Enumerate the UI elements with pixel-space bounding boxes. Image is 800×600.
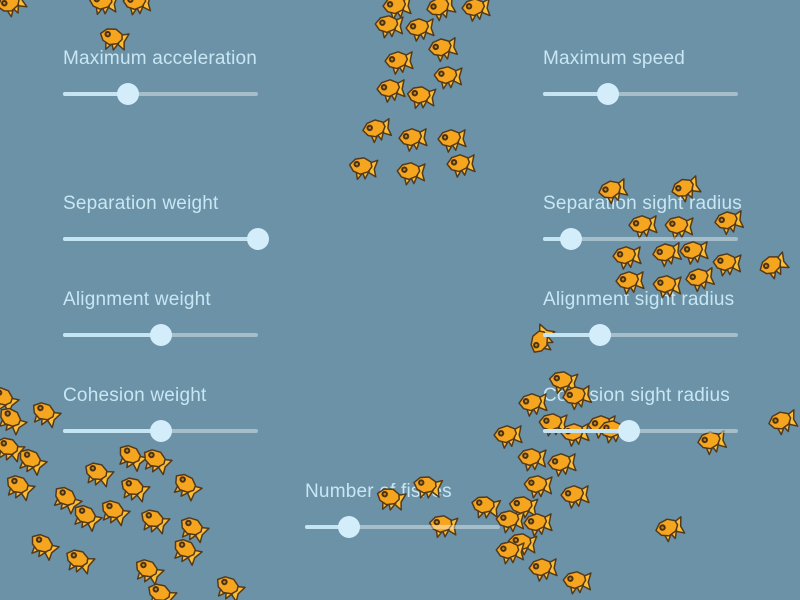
fish-icon: [596, 177, 630, 207]
fish-icon: [516, 446, 548, 474]
cohesion-sight-radius-slider[interactable]: [543, 420, 738, 442]
separation-sight-radius-slider-thumb[interactable]: [560, 228, 583, 250]
alignment-weight-slider[interactable]: [63, 324, 258, 346]
fish-icon: [547, 453, 577, 477]
fish-icon: [427, 36, 459, 64]
alignment-sight-radius-slider-track[interactable]: [543, 333, 738, 337]
number-of-fishes-slider-thumb[interactable]: [337, 516, 360, 538]
alignment-sight-radius-slider-fill: [543, 333, 600, 337]
fish-icon: [376, 79, 406, 103]
cohesion-sight-radius-slider-fill: [543, 429, 629, 433]
fish-icon: [653, 515, 687, 545]
fish-icon: [561, 384, 593, 412]
alignment-weight-label: Alignment weight: [63, 289, 211, 310]
separation-weight-slider-thumb[interactable]: [247, 228, 269, 250]
fish-icon: [461, 0, 491, 22]
fish-icon: [23, 528, 61, 566]
fish-icon: [561, 569, 593, 597]
fish-icon: [711, 251, 743, 279]
fish-icon: [78, 457, 116, 493]
separation-weight-label: Separation weight: [63, 193, 219, 214]
fish-icon: [395, 160, 427, 188]
separation-weight-slider[interactable]: [63, 228, 269, 250]
fish-icon: [494, 539, 526, 567]
fish-icon: [0, 0, 30, 21]
fish-icon: [409, 472, 445, 504]
fish-icon: [437, 129, 467, 153]
number-of-fishes-slider-fill: [305, 525, 349, 529]
cohesion-sight-radius-slider-thumb[interactable]: [617, 420, 640, 442]
fish-icon: [346, 154, 380, 184]
fish-icon: [136, 444, 174, 480]
maximum-speed-label: Maximum speed: [543, 48, 685, 69]
fish-icon: [372, 484, 408, 516]
fish-icon: [756, 251, 792, 283]
maximum-speed-slider-fill: [543, 92, 609, 96]
fish-icon: [373, 13, 405, 41]
maximum-acceleration-slider[interactable]: [63, 83, 258, 105]
alignment-sight-radius-slider-thumb[interactable]: [588, 324, 611, 346]
fish-icon: [404, 83, 438, 113]
fish-icon: [86, 0, 120, 19]
separation-sight-radius-slider-fill: [543, 237, 572, 241]
separation-sight-radius-slider-track[interactable]: [543, 237, 738, 241]
separation-weight-slider-fill: [63, 237, 258, 241]
maximum-acceleration-slider-thumb[interactable]: [117, 83, 140, 105]
maximum-acceleration-label: Maximum acceleration: [63, 48, 258, 69]
fish-icon: [684, 266, 716, 294]
maximum-speed-slider-thumb[interactable]: [597, 83, 620, 105]
fish-icon: [668, 174, 704, 206]
fish-icon: [398, 128, 428, 152]
fish-icon: [25, 397, 63, 433]
fish-icon: [209, 571, 247, 600]
fish-icon: [766, 408, 800, 438]
cohesion-sight-radius-slider-track[interactable]: [543, 429, 738, 433]
alignment-weight-slider-thumb[interactable]: [149, 324, 172, 346]
separation-sight-radius-slider[interactable]: [543, 228, 738, 250]
fish-icon: [361, 117, 393, 145]
fish-icon: [615, 271, 645, 295]
fish-icon: [166, 468, 204, 506]
maximum-acceleration-slider-track[interactable]: [63, 92, 258, 96]
number-of-fishes-slider[interactable]: [305, 516, 500, 538]
number-of-fishes-slider-track[interactable]: [305, 525, 500, 529]
maximum-acceleration-slider-fill: [63, 92, 129, 96]
fish-icon: [560, 485, 590, 509]
fish-icon: [384, 51, 414, 75]
cohesion-weight-slider[interactable]: [63, 420, 258, 442]
alignment-weight-slider-fill: [63, 333, 161, 337]
fish-icon: [528, 558, 558, 582]
alignment-sight-radius-label: Alignment sight radius: [543, 289, 735, 310]
cohesion-weight-slider-fill: [63, 429, 161, 433]
maximum-speed-slider[interactable]: [543, 83, 738, 105]
alignment-sight-radius-slider[interactable]: [543, 324, 738, 346]
fish-icon: [95, 24, 131, 56]
cohesion-weight-label: Cohesion weight: [63, 385, 207, 406]
cohesion-weight-slider-thumb[interactable]: [149, 420, 172, 442]
fish-icon: [59, 544, 97, 580]
maximum-speed-slider-track[interactable]: [543, 92, 738, 96]
fish-icon: [446, 154, 476, 178]
fish-icon: [651, 273, 683, 301]
fish-icon: [121, 0, 153, 18]
